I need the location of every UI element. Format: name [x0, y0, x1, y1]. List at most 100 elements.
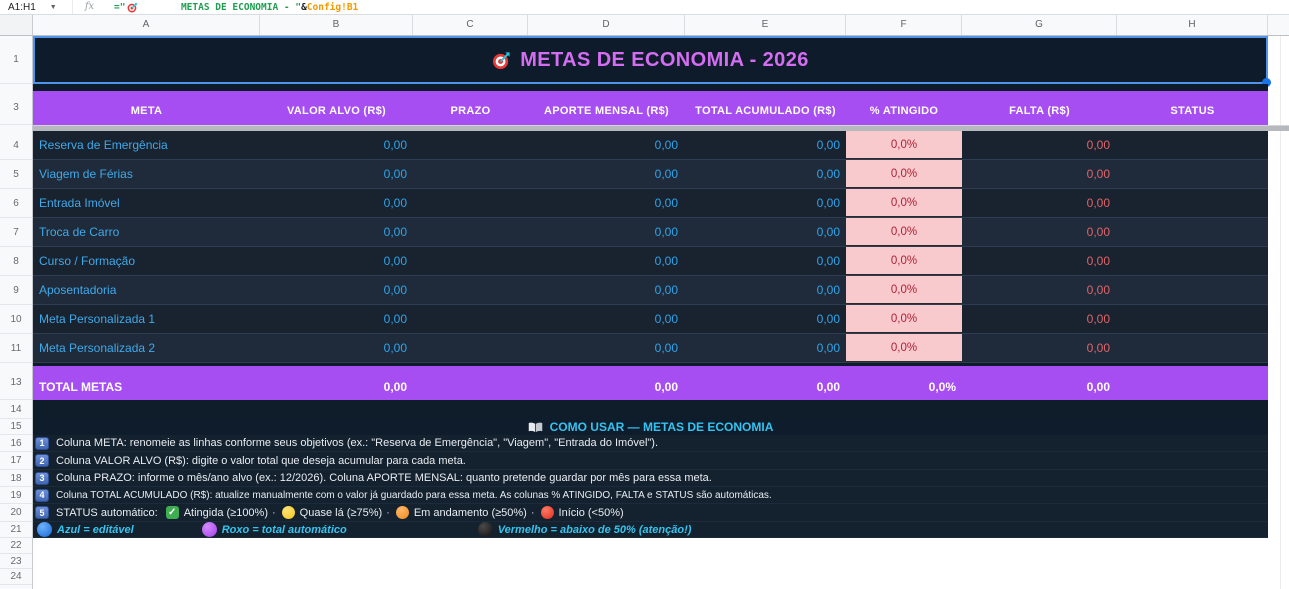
cell-acumulado[interactable]: 0,00	[816, 341, 840, 355]
cell-aporte[interactable]: 0,00	[654, 167, 678, 181]
cell-falta[interactable]: 0,00	[1086, 283, 1110, 297]
cell-valor[interactable]: 0,00	[383, 254, 407, 268]
cell-status[interactable]	[1117, 160, 1268, 188]
row-header-17[interactable]: 17	[0, 452, 32, 470]
cell-atingido[interactable]: 0,0%	[846, 189, 962, 217]
column-header-a[interactable]: A	[33, 15, 260, 35]
cell-meta[interactable]: Meta Personalizada 2	[39, 341, 156, 355]
column-header-g[interactable]: G	[962, 15, 1117, 35]
cell-status[interactable]	[1117, 189, 1268, 217]
cell-valor[interactable]: 0,00	[383, 283, 407, 297]
row-header-1[interactable]: 1	[0, 36, 32, 84]
cell-atingido[interactable]: 0,0%	[846, 247, 962, 275]
row-header-11[interactable]: 11	[0, 334, 32, 363]
help-step-row[interactable]: 1 Coluna META: renomeie as linhas confor…	[33, 435, 1268, 452]
row-header-14[interactable]: 14	[0, 400, 32, 419]
header-falta[interactable]: FALTA (R$)	[1009, 105, 1070, 117]
cell-prazo[interactable]	[413, 131, 528, 159]
row-header-23[interactable]: 23	[0, 554, 32, 569]
row-header-9[interactable]: 9	[0, 276, 32, 305]
cell-atingido[interactable]: 0,0%	[846, 276, 962, 304]
spacer-row-2[interactable]	[33, 84, 1268, 91]
cell-valor[interactable]: 0,00	[383, 341, 407, 355]
frozen-row-separator[interactable]	[0, 125, 1289, 131]
scrollbar-track[interactable]	[1280, 36, 1281, 589]
cell-valor[interactable]: 0,00	[383, 196, 407, 210]
total-label[interactable]: TOTAL METAS	[39, 380, 123, 394]
row-header-20[interactable]: 20	[0, 504, 32, 522]
cell-meta[interactable]: Entrada Imóvel	[39, 196, 120, 210]
row-header-8[interactable]: 8	[0, 247, 32, 276]
cell-atingido[interactable]: 0,0%	[846, 131, 962, 159]
row-header-5[interactable]: 5	[0, 160, 32, 189]
header-status[interactable]: STATUS	[1170, 105, 1215, 117]
cell-prazo[interactable]	[413, 218, 528, 246]
color-legend-row[interactable]: Azul = editável Roxo = total automático …	[33, 522, 1268, 538]
cell-acumulado[interactable]: 0,00	[816, 225, 840, 239]
cell-aporte[interactable]: 0,00	[654, 312, 678, 326]
cell-acumulado[interactable]: 0,00	[816, 312, 840, 326]
cell-falta[interactable]: 0,00	[1086, 138, 1110, 152]
cell-aporte[interactable]: 0,00	[654, 341, 678, 355]
cell-valor[interactable]: 0,00	[383, 312, 407, 326]
cell-falta[interactable]: 0,00	[1086, 254, 1110, 268]
cell-atingido[interactable]: 0,0%	[846, 218, 962, 246]
row-header-19[interactable]: 19	[0, 487, 32, 504]
cell-acumulado[interactable]: 0,00	[816, 254, 840, 268]
cell-atingido[interactable]: 0,0%	[846, 160, 962, 188]
row-header-21[interactable]: 21	[0, 522, 32, 538]
row-header-10[interactable]: 10	[0, 305, 32, 334]
column-header-c[interactable]: C	[413, 15, 528, 35]
cell-acumulado[interactable]: 0,00	[816, 138, 840, 152]
header-aporte[interactable]: APORTE MENSAL (R$)	[544, 105, 669, 117]
row-header-15[interactable]: 15	[0, 419, 32, 435]
cell-meta[interactable]: Viagem de Férias	[39, 167, 133, 181]
cell-status[interactable]	[1117, 276, 1268, 304]
cell-prazo[interactable]	[413, 276, 528, 304]
total-aporte[interactable]: 0,00	[654, 380, 678, 394]
selection-fill-handle[interactable]	[1262, 78, 1271, 87]
cell-prazo[interactable]	[413, 334, 528, 362]
collapsed-row-12[interactable]	[33, 363, 1268, 366]
cell-acumulado[interactable]: 0,00	[816, 283, 840, 297]
cell-aporte[interactable]: 0,00	[654, 225, 678, 239]
cell-falta[interactable]: 0,00	[1086, 341, 1110, 355]
header-valor[interactable]: VALOR ALVO (R$)	[286, 105, 386, 117]
cell-aporte[interactable]: 0,00	[654, 283, 678, 297]
cell-valor[interactable]: 0,00	[383, 225, 407, 239]
header-meta[interactable]: META	[130, 105, 163, 117]
name-box[interactable]: A1:H1 ▼	[0, 0, 72, 14]
column-header-h[interactable]: H	[1117, 15, 1268, 35]
total-status[interactable]	[1117, 366, 1268, 400]
cell-prazo[interactable]	[413, 305, 528, 333]
spacer-row-14[interactable]	[33, 400, 1268, 419]
total-acumulado[interactable]: 0,00	[816, 380, 840, 394]
cell-meta[interactable]: Reserva de Emergência	[39, 138, 168, 152]
cell-status[interactable]	[1117, 218, 1268, 246]
cell-prazo[interactable]	[413, 189, 528, 217]
name-box-dropdown-icon[interactable]: ▼	[49, 3, 57, 11]
row-header-24[interactable]: 24	[0, 569, 32, 585]
column-header-e[interactable]: E	[685, 15, 846, 35]
row-header-6[interactable]: 6	[0, 189, 32, 218]
column-header-f[interactable]: F	[846, 15, 962, 35]
cell-status[interactable]	[1117, 305, 1268, 333]
help-step-row[interactable]: 4 Coluna TOTAL ACUMULADO (R$): atualize …	[33, 487, 1268, 504]
total-prazo[interactable]	[413, 366, 528, 400]
cell-aporte[interactable]: 0,00	[654, 138, 678, 152]
row-header-3[interactable]: 3	[0, 91, 32, 125]
row-header-22[interactable]: 22	[0, 538, 32, 554]
row-header-13[interactable]: 13	[0, 366, 32, 400]
select-all-stub[interactable]	[0, 15, 33, 35]
total-valor[interactable]: 0,00	[383, 380, 407, 394]
column-header-b[interactable]: B	[260, 15, 413, 35]
cell-falta[interactable]: 0,00	[1086, 196, 1110, 210]
cell-aporte[interactable]: 0,00	[654, 254, 678, 268]
cell-meta[interactable]: Aposentadoria	[39, 283, 117, 297]
total-atingido[interactable]: 0,0%	[928, 380, 956, 394]
row-header-18[interactable]: 18	[0, 470, 32, 487]
cell-falta[interactable]: 0,00	[1086, 225, 1110, 239]
help-step-row[interactable]: 3 Coluna PRAZO: informe o mês/ano alvo (…	[33, 470, 1268, 487]
status-legend-row[interactable]: 5 STATUS automático: ✓ Atingida (≥100%) …	[33, 504, 1268, 522]
formula-input[interactable]: =" METAS DE ECONOMIA - " & Config!B1	[106, 0, 1289, 35]
